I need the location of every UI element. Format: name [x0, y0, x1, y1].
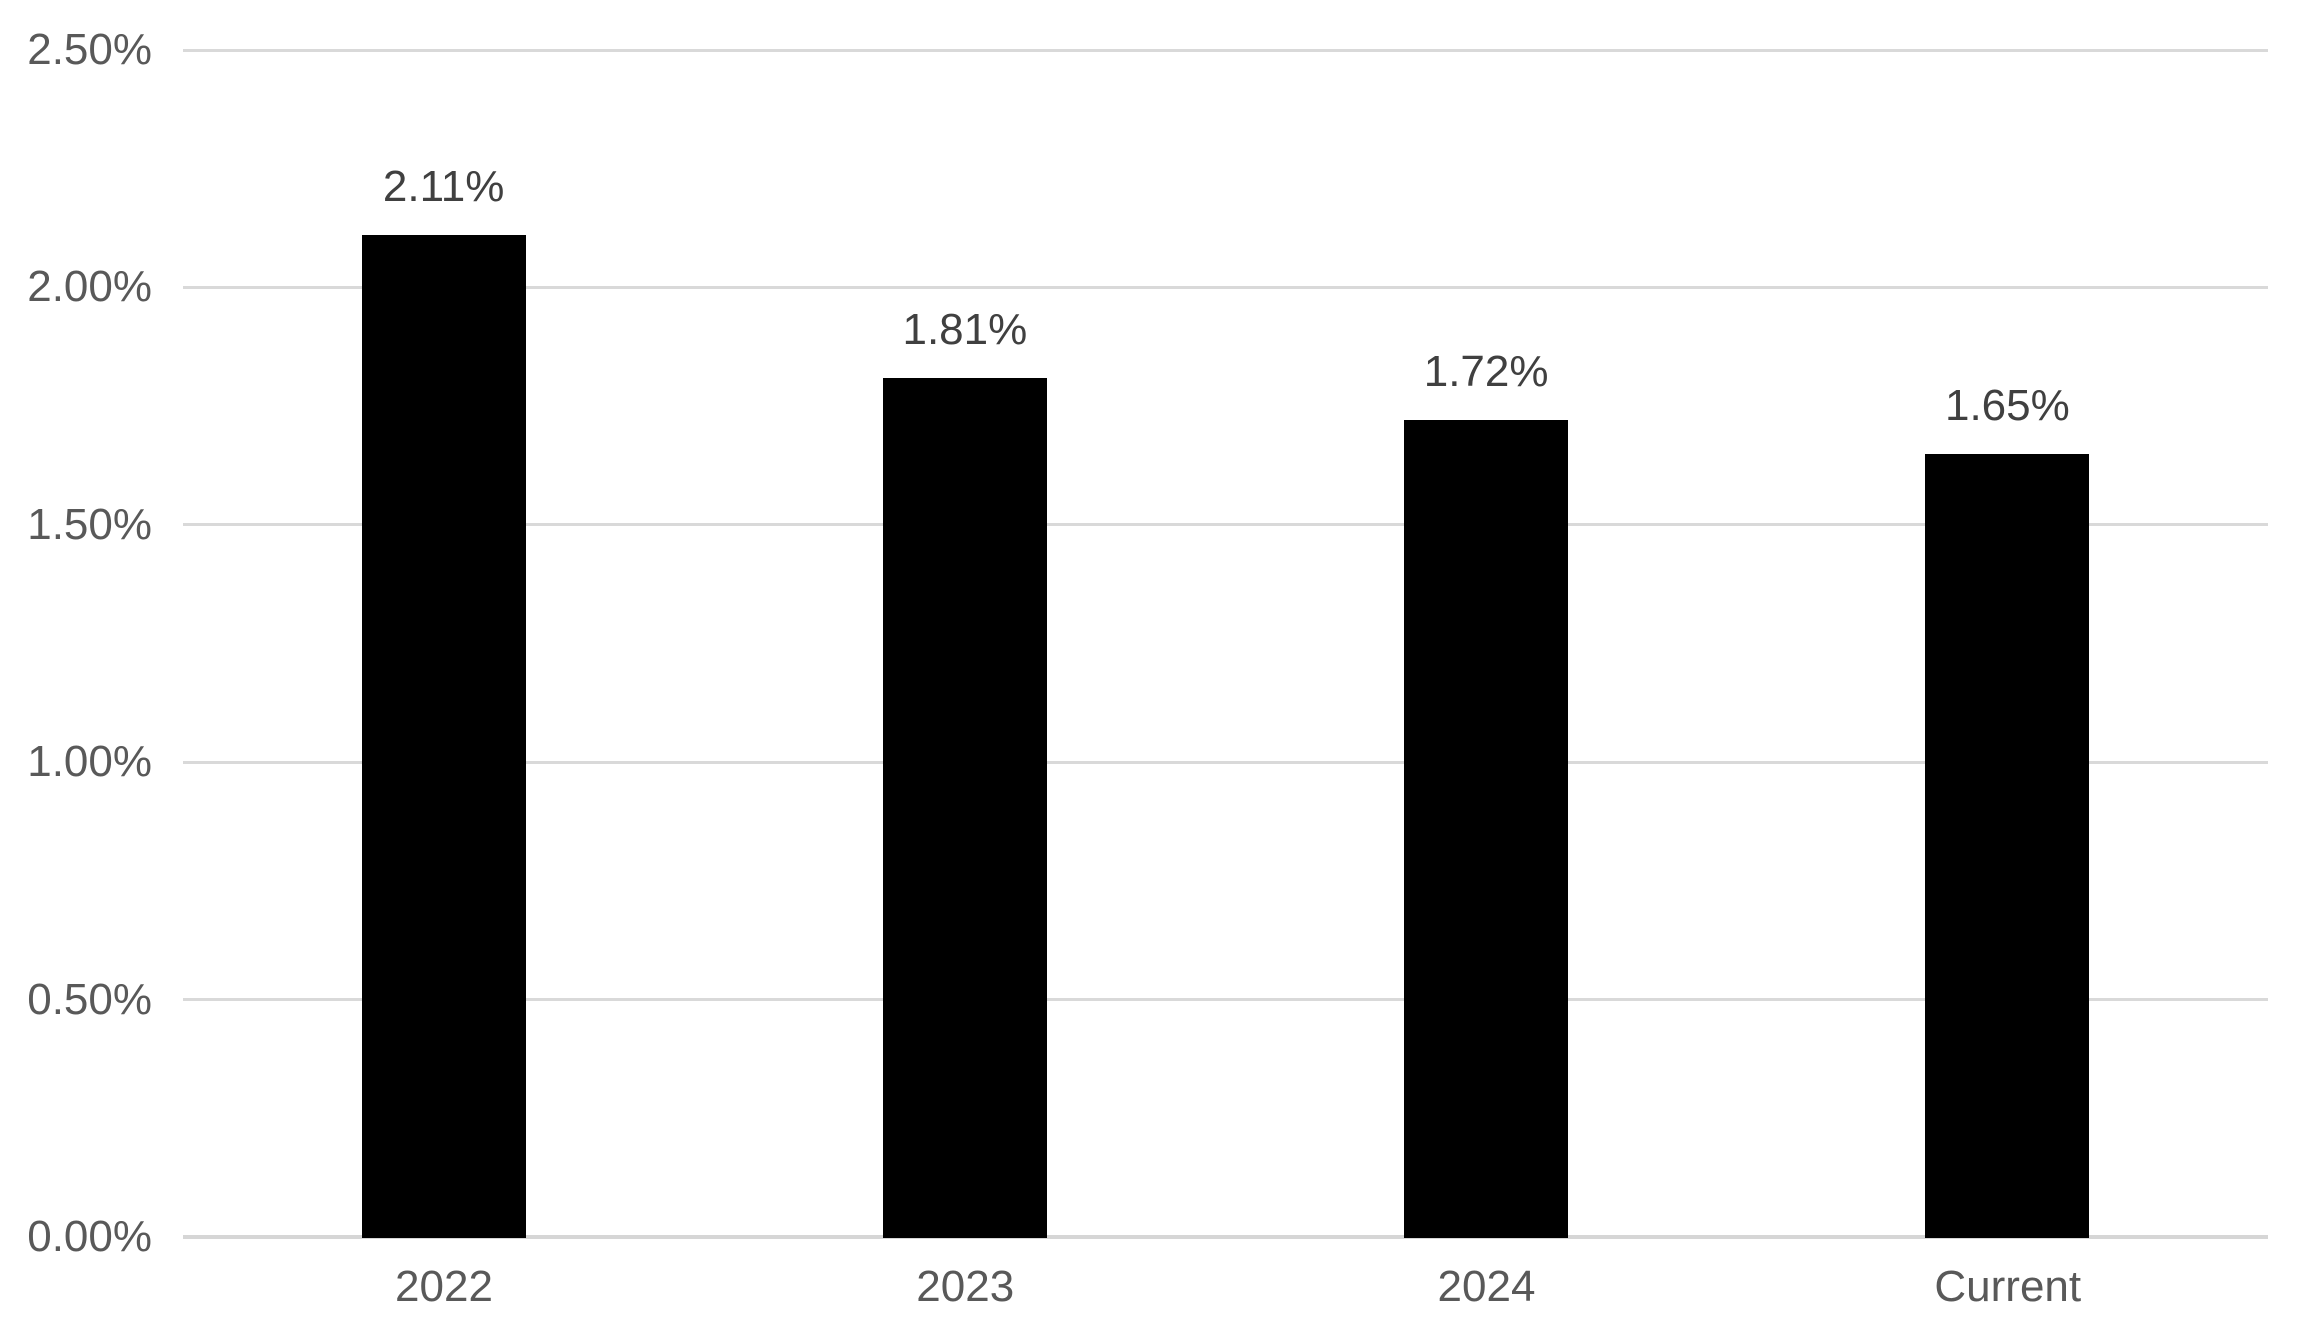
gridline: [183, 523, 2268, 527]
x-axis-label: Current: [1934, 1262, 2082, 1311]
x-axis-label: 2022: [395, 1262, 493, 1311]
x-axis-label: 2023: [916, 1262, 1015, 1311]
bar: [1925, 453, 2090, 1238]
x-axis-label: 2024: [1437, 1262, 1536, 1311]
bar: [882, 377, 1047, 1238]
gridline: [183, 998, 2268, 1002]
y-axis-tick-label: 2.50%: [27, 25, 152, 74]
y-axis-tick-label: 2.00%: [27, 262, 152, 312]
bar-value-label: 1.81%: [902, 304, 1028, 354]
y-axis-tick-label: 0.50%: [27, 974, 152, 1024]
y-axis-tick-label: 1.00%: [27, 737, 152, 787]
gridline: [183, 760, 2268, 764]
gridline: [183, 48, 2268, 52]
bar-value-label: 2.11%: [382, 162, 505, 212]
x-axis-line: [183, 1235, 2268, 1239]
y-axis-tick-label: 0.00%: [27, 1212, 152, 1261]
gridline: [183, 285, 2268, 289]
bar: [1404, 420, 1569, 1238]
y-axis-tick-label: 1.50%: [27, 499, 152, 549]
bar-value-label: 1.72%: [1423, 347, 1549, 397]
bar: [361, 235, 526, 1238]
bar-value-label: 1.65%: [1944, 380, 2070, 430]
